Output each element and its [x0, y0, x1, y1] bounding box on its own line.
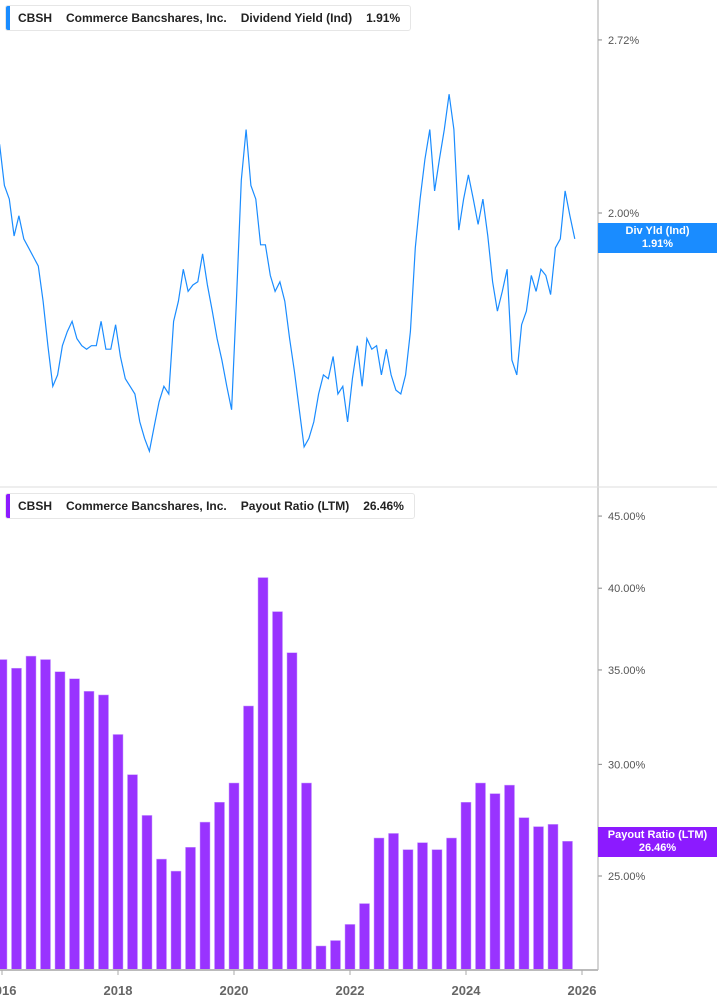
badge-value: 26.46%: [638, 842, 677, 854]
x-tick-label: 2026: [568, 983, 597, 998]
payout-ratio-bar: [127, 774, 138, 971]
x-tick-label: 2016: [0, 983, 16, 998]
top-legend: CBSH Commerce Bancshares, Inc. Dividend …: [5, 5, 412, 31]
dividend-yield-line: [0, 94, 576, 454]
payout-ratio-bar: [141, 815, 153, 971]
badge-label: Div Yld (Ind): [625, 225, 690, 237]
payout-ratio-bar: [373, 837, 385, 971]
payout-ratio-bar: [547, 824, 559, 971]
payout-ratio-bar: [388, 833, 399, 971]
payout-ratio-bar: [417, 842, 428, 971]
y-tick-label: 30.00%: [608, 759, 646, 771]
payout-ratio-bar: [98, 694, 109, 971]
legend-metric: Payout Ratio (LTM): [240, 499, 350, 513]
legend-company: Commerce Bancshares, Inc.: [66, 11, 227, 25]
legend-ticker: CBSH: [18, 11, 53, 25]
series-color-swatch: [6, 6, 10, 30]
legend-value: 1.91%: [366, 11, 401, 25]
payout-ratio-bar: [475, 782, 486, 971]
payout-ratio-bar: [504, 784, 515, 971]
legend-ticker: CBSH: [18, 499, 53, 513]
x-tick-label: 2022: [336, 983, 365, 998]
y-tick-label: 40.00%: [608, 583, 646, 595]
badge-label: Payout Ratio (LTM): [607, 829, 708, 841]
y-tick-label: 2.00%: [608, 208, 639, 220]
y-tick-label: 45.00%: [608, 511, 646, 523]
payout-ratio-bar: [214, 801, 225, 971]
current-yield-badge: Div Yld (Ind) 1.91%: [598, 223, 717, 253]
payout-ratio-bar: [40, 659, 51, 971]
payout-ratio-bar: [11, 667, 22, 971]
bottom-legend: CBSH Commerce Bancshares, Inc. Payout Ra…: [5, 493, 415, 519]
y-tick-label: 35.00%: [608, 665, 646, 677]
payout-ratio-bar: [402, 849, 414, 971]
payout-ratio-bar: [286, 652, 298, 971]
payout-ratio-bar: [243, 705, 254, 971]
series-color-swatch: [6, 494, 10, 518]
payout-ratio-bar: [518, 817, 530, 971]
legend-company: Commerce Bancshares, Inc.: [66, 499, 227, 513]
payout-ratio-bar: [272, 611, 283, 971]
badge-value: 1.91%: [641, 238, 674, 250]
payout-ratio-bar: [431, 849, 443, 971]
payout-ratio-bar: [156, 858, 167, 971]
payout-ratio-bar: [460, 801, 472, 971]
current-payout-badge: Payout Ratio (LTM) 26.46%: [598, 827, 717, 857]
y-tick-label: 25.00%: [608, 871, 646, 883]
payout-ratio-bar: [533, 826, 544, 971]
payout-ratio-bar: [69, 678, 80, 971]
payout-ratio-bar: [301, 782, 312, 971]
payout-ratio-bar: [562, 840, 573, 971]
payout-ratio-bar: [199, 821, 211, 971]
dividend-yield-panel: [0, 94, 576, 454]
payout-ratio-bar: [185, 847, 196, 971]
payout-ratio-bar: [112, 734, 124, 971]
payout-ratio-bar: [0, 659, 8, 971]
payout-ratio-bar: [359, 903, 370, 971]
payout-ratio-bar: [257, 577, 269, 971]
legend-value: 26.46%: [363, 499, 404, 513]
payout-ratio-bar: [25, 655, 37, 971]
payout-ratio-bar: [315, 945, 327, 971]
x-tick-label: 2018: [104, 983, 133, 998]
y-tick-label: 2.72%: [608, 35, 639, 47]
x-tick-label: 2024: [452, 983, 482, 998]
payout-ratio-bar: [344, 924, 356, 971]
x-tick-label: 2020: [220, 983, 249, 998]
payout-ratio-bar: [489, 793, 501, 971]
payout-ratio-panel: [0, 577, 573, 971]
legend-metric: Dividend Yield (Ind): [240, 11, 353, 25]
payout-ratio-bar: [54, 671, 66, 971]
payout-ratio-bar: [170, 870, 182, 971]
payout-ratio-bar: [228, 782, 240, 971]
payout-ratio-bar: [330, 940, 341, 971]
payout-ratio-bar: [446, 837, 457, 971]
payout-ratio-bar: [83, 691, 95, 971]
